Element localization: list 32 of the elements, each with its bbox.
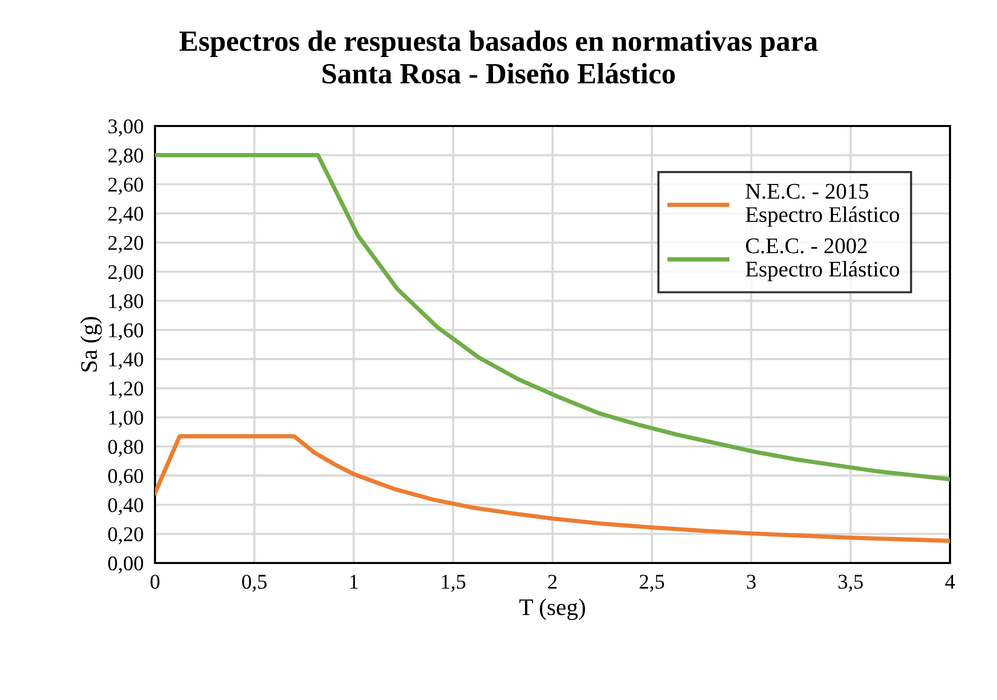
x-tick-label: 3,5 xyxy=(838,574,863,592)
y-tick-label: 1,60 xyxy=(109,323,144,340)
y-axis-title: Sa (g) xyxy=(80,317,102,372)
y-tick-label: 2,20 xyxy=(108,236,144,253)
x-tick-label: 0 xyxy=(150,574,160,589)
y-tick-label: 0,40 xyxy=(108,498,144,516)
x-tick-label: 1 xyxy=(350,574,358,589)
chart-title: Espectros de respuesta basados en normativas para Santa Rosa - Diseño Elástico xyxy=(179,30,818,84)
y-tick-label: 0,80 xyxy=(108,440,144,457)
y-tick-label: 3,00 xyxy=(108,119,144,136)
x-tick-label: 2,5 xyxy=(640,574,664,592)
line-series xyxy=(155,153,950,482)
y-tick-label: 2,60 xyxy=(108,178,144,195)
x-tick-label: 3 xyxy=(747,574,756,589)
x-tick-label: 4 xyxy=(945,574,955,589)
y-tick-label: 0,20 xyxy=(108,527,144,544)
y-tick-label: 1,40 xyxy=(109,352,144,370)
y-tick-label: 2,80 xyxy=(108,148,144,166)
y-tick-label: 2,40 xyxy=(108,206,144,224)
x-axis-title: T (seg) xyxy=(519,598,586,620)
y-tick-label: 1,20 xyxy=(109,382,144,399)
line-series xyxy=(155,434,950,543)
y-tick-label: 0,00 xyxy=(108,556,144,574)
legend-label: N.E.C. - 2015 Espectro Elástico xyxy=(746,184,900,227)
x-tick-label: 2 xyxy=(548,574,557,589)
y-tick-label: 1,80 xyxy=(109,294,144,312)
y-tick-label: 2,00 xyxy=(108,265,144,282)
legend-label: C.E.C. - 2002 Espectro Elástico xyxy=(746,238,900,282)
y-tick-label: 0,60 xyxy=(108,468,144,486)
y-tick-label: 1,00 xyxy=(109,410,144,428)
x-tick-label: 1,5 xyxy=(442,574,466,592)
x-tick-label: 0,5 xyxy=(242,574,267,592)
